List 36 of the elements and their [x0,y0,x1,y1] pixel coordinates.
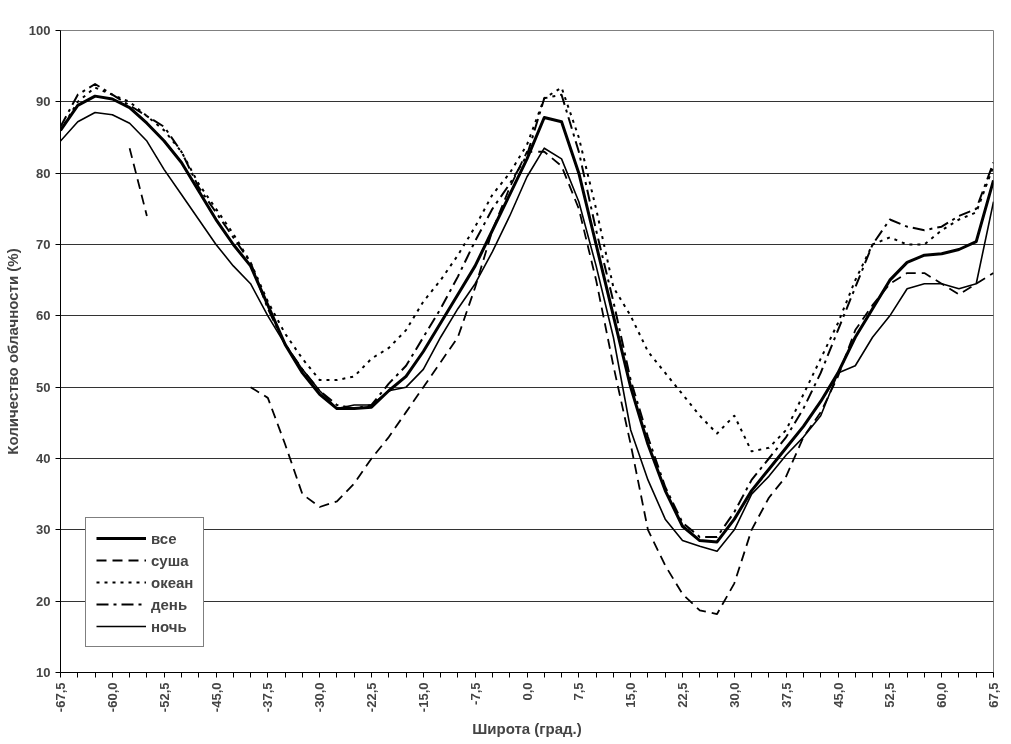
x-tick-label: 37,5 [778,682,794,708]
x-tick-label: -45,0 [208,682,224,713]
y-tick-label: 100 [28,23,51,38]
y-tick-label: 50 [36,379,51,395]
x-tick-label: 0,0 [519,682,535,701]
y-tick-label: 80 [36,165,51,181]
y-tick-label: 90 [36,94,51,110]
y-tick-label: 20 [36,593,51,609]
x-tick-label: -52,5 [156,682,172,713]
y-tick-label: 60 [36,308,51,324]
legend-label: день [151,595,188,613]
legend-label: океан [151,573,194,591]
x-tick-label: -37,5 [260,682,276,713]
x-tick-label: 45,0 [830,682,846,708]
legend-label: суша [151,551,189,569]
x-tick-label: 30,0 [726,682,742,708]
x-tick-label: 22,5 [675,682,690,708]
x-tick-label: -15,0 [415,682,431,713]
x-tick-label: -67,5 [53,682,68,713]
x-tick-label: 52,5 [882,682,898,708]
y-tick-label: 10 [36,665,51,680]
x-tick-label: 67,5 [986,682,1001,708]
x-tick-label: -22,5 [364,682,379,713]
x-axis-title: Широта (град.) [472,720,582,738]
y-tick-label: 40 [36,451,51,466]
x-tick-label: 7,5 [571,682,587,701]
x-tick-label: -7,5 [467,682,483,705]
x-tick-label: -30,0 [312,682,328,713]
x-tick-label: 15,0 [623,682,639,708]
legend-label: ночь [151,617,187,635]
y-tick-label: 70 [36,237,51,252]
y-tick-label: 30 [36,522,51,538]
x-tick-label: -60,0 [104,682,120,713]
x-tick-label: 60,0 [934,682,950,708]
legend-label: все [151,529,177,547]
y-axis-title: Количество облачности (%) [3,248,21,455]
